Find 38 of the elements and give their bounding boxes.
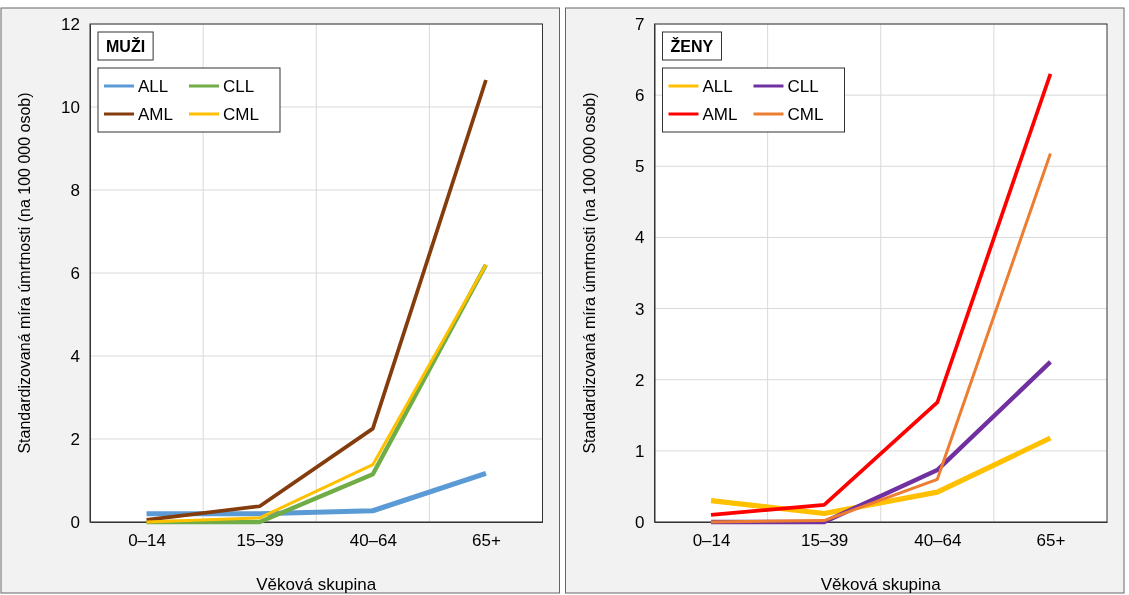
x-tick-label: 65+ (1036, 531, 1066, 551)
y-axis-title: Standardizovaná míra úmrtnosti (na 100 000 osob) (580, 92, 598, 454)
y-tick-label: 0 (635, 512, 645, 532)
y-tick-label: 8 (70, 180, 80, 200)
x-axis-title: Věková skupina (820, 575, 942, 594)
legend-label: AML (702, 105, 738, 124)
y-axis-title: Standardizovaná míra úmrtnosti (na 100 000 osob) (16, 92, 33, 454)
legend-label: ALL (702, 77, 733, 96)
legend-label: ALL (138, 77, 169, 96)
text: MUŽI (106, 37, 146, 55)
x-axis-title: Věková skupina (256, 575, 377, 594)
y-tick-label: 2 (635, 370, 645, 390)
y-tick-label: 2 (70, 429, 80, 449)
x-tick-label: 0–14 (128, 531, 166, 551)
x-tick-label: 15–39 (236, 531, 284, 551)
legend-label: CLL (787, 77, 819, 96)
y-tick-label: 3 (635, 299, 645, 319)
y-tick-label: 5 (635, 157, 645, 177)
y-tick-label: 7 (635, 14, 645, 34)
y-tick-label: 4 (635, 228, 645, 248)
y-tick-label: 0 (70, 512, 80, 532)
legend-label: CML (787, 105, 824, 124)
legend-label: AML (138, 105, 173, 124)
x-tick-label: 15–39 (801, 531, 849, 551)
legend-label: CLL (223, 77, 255, 96)
legend-label: CML (223, 105, 259, 124)
y-tick-label: 12 (61, 14, 80, 34)
text: ŽENY (670, 37, 714, 55)
x-tick-label: 40–64 (914, 531, 962, 551)
y-tick-label: 10 (61, 97, 80, 117)
x-tick-label: 65+ (472, 531, 501, 551)
y-tick-label: 4 (70, 346, 80, 366)
line-series (709, 151, 1052, 524)
y-tick-label: 6 (635, 86, 645, 106)
x-tick-label: 0–14 (692, 531, 731, 551)
y-tick-label: 1 (635, 441, 645, 461)
y-tick-label: 6 (70, 263, 80, 283)
x-tick-label: 40–64 (349, 531, 397, 551)
